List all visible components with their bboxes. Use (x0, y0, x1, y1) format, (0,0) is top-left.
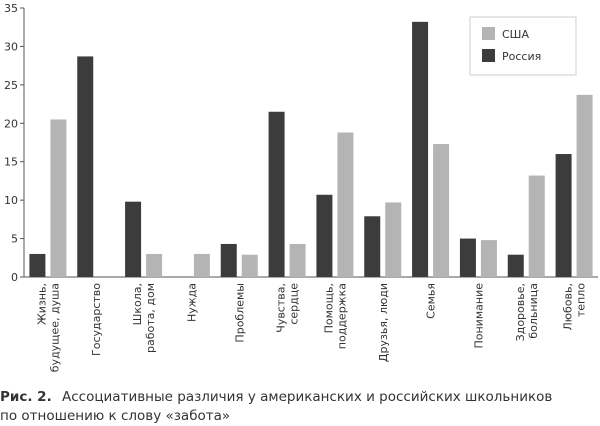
caption: Ассоциативные различия у американских и … (0, 389, 552, 424)
x-tick-label: Семья (425, 283, 438, 319)
x-tick-label-line: Любовь, (562, 283, 575, 331)
legend-swatch (482, 49, 495, 62)
y-tick-label: 20 (4, 117, 18, 130)
x-tick-label-line: Нужда (185, 283, 198, 322)
x-tick-label-line: тепло (575, 283, 588, 317)
x-tick-label-line: Друзья, люди (377, 283, 390, 362)
x-tick-label-line: поддержка (335, 283, 348, 349)
x-tick-label-line: работа, дом (144, 283, 157, 353)
y-tick-label: 15 (4, 156, 18, 169)
bar (316, 194, 333, 277)
bar (576, 94, 593, 277)
bar (364, 216, 381, 277)
bar (29, 253, 46, 277)
bar (528, 175, 545, 277)
x-tick-label-line: больница (527, 283, 540, 339)
x-tick-label-line: Понимание (472, 283, 485, 349)
bar (459, 238, 476, 277)
x-tick-label-line: Государство (90, 283, 103, 356)
bar (220, 243, 237, 277)
bar (241, 254, 258, 277)
x-tick-label-line: Жизнь, (35, 283, 48, 325)
x-tick-label-line: Помощь, (322, 283, 335, 333)
x-tick-label: Проблемы (233, 283, 246, 343)
x-tick-label-line: Школа, (131, 283, 144, 325)
y-tick-label: 30 (4, 40, 18, 53)
x-tick-label: Помощь,поддержка (322, 283, 348, 349)
legend-label: Россия (502, 50, 541, 63)
y-tick-label: 10 (4, 194, 18, 207)
x-tick-label-line: Здоровье, (514, 283, 527, 341)
bar (50, 119, 67, 277)
bar (385, 202, 402, 277)
x-tick-label-line: сердце (288, 283, 301, 325)
y-tick-label: 0 (11, 271, 18, 284)
x-tick-label: Нужда (185, 283, 198, 322)
bar (146, 253, 163, 277)
y-tick-label: 35 (4, 2, 18, 15)
x-tick-label: Государство (90, 283, 103, 356)
x-tick-label-line: Семья (425, 283, 438, 319)
legend-label: США (502, 28, 529, 41)
x-tick-label-line: Проблемы (233, 283, 246, 343)
x-tick-label: Понимание (472, 283, 485, 349)
bar (77, 56, 94, 277)
x-tick-label: Любовь,тепло (562, 283, 588, 331)
legend-swatch (482, 27, 495, 40)
x-tick-label: Школа,работа, дом (131, 283, 157, 353)
bar (412, 21, 429, 277)
x-tick-label: Друзья, люди (377, 283, 390, 362)
x-tick-label-line: будущее, душа (48, 283, 61, 372)
legend-box (469, 16, 577, 76)
bar (193, 253, 210, 277)
x-tick-label-line: Чувства, (275, 283, 288, 333)
bar (555, 154, 572, 277)
bar (289, 243, 306, 277)
x-tick-label: Чувства,сердце (275, 283, 301, 333)
bar (507, 254, 524, 277)
x-tick-label: Здоровье,больница (514, 283, 540, 341)
bar (337, 132, 354, 277)
bar (433, 144, 450, 277)
bar (480, 240, 497, 277)
bar (125, 201, 142, 277)
x-tick-label: Жизнь,будущее, душа (35, 283, 61, 372)
y-tick-label: 5 (11, 233, 18, 246)
y-tick-label: 25 (4, 79, 18, 92)
bar (268, 111, 285, 277)
caption-label: Рис. 2. (0, 389, 52, 405)
